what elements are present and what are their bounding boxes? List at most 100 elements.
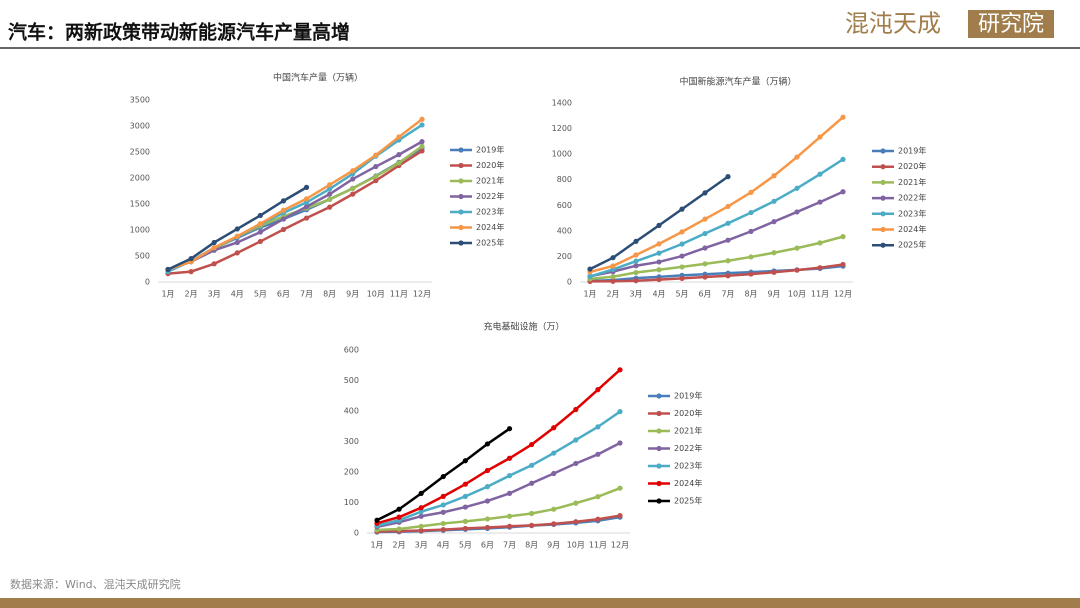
point: [794, 267, 800, 273]
legend-marker: [656, 428, 662, 434]
point: [656, 276, 662, 283]
point: [610, 278, 616, 284]
series-line: [376, 368, 621, 525]
point: [551, 506, 557, 512]
point: [211, 245, 217, 251]
y-tick-label: 1500: [130, 200, 150, 209]
point: [633, 278, 639, 284]
y-tick-label: 200: [344, 468, 359, 477]
point: [350, 168, 356, 174]
series-line: [376, 410, 621, 527]
legend-label: 2020年: [476, 160, 504, 170]
point: [327, 186, 333, 192]
point: [771, 173, 777, 179]
y-tick-label: 1000: [552, 150, 572, 159]
legend-marker: [880, 211, 886, 217]
x-tick-label: 1月: [370, 541, 383, 550]
series-line: [167, 140, 423, 271]
legend-marker: [656, 393, 662, 399]
legend-marker: [458, 162, 464, 169]
x-tick-label: 9月: [767, 290, 780, 299]
x-tick-label: 2月: [393, 541, 406, 550]
point: [725, 273, 731, 279]
slide-title: 汽车：两新政策带动新能源汽车产量高增: [8, 21, 350, 44]
point: [551, 425, 557, 431]
logo-box: [968, 10, 1054, 38]
point: [188, 256, 194, 262]
point: [373, 163, 379, 170]
point: [573, 406, 579, 413]
point: [817, 199, 823, 205]
legend-marker: [880, 148, 886, 154]
point: [374, 517, 380, 523]
point: [679, 253, 685, 259]
point: [327, 196, 333, 202]
y-tick-label: 2500: [130, 148, 150, 157]
point: [595, 387, 601, 393]
point: [529, 510, 535, 517]
point: [234, 226, 240, 232]
legend-marker: [880, 179, 886, 185]
point: [462, 458, 468, 464]
point: [587, 273, 593, 280]
point: [484, 516, 491, 522]
point: [418, 505, 424, 511]
point: [679, 275, 685, 282]
legend-marker: [458, 178, 464, 184]
point: [529, 480, 535, 486]
point: [506, 473, 513, 479]
logo-text: 混沌天成: [845, 10, 941, 38]
point: [817, 265, 823, 271]
point: [794, 209, 800, 215]
legend-label: 2021年: [674, 426, 702, 436]
legend-label: 2022年: [476, 191, 504, 201]
x-tick-label: 7月: [721, 290, 734, 299]
series-line: [589, 158, 844, 278]
point: [440, 502, 446, 508]
point: [257, 238, 263, 245]
x-tick-label: 7月: [300, 290, 313, 299]
legend-label: 2021年: [476, 176, 504, 186]
point: [840, 189, 846, 195]
point: [633, 263, 639, 269]
point: [419, 143, 425, 149]
point: [418, 490, 424, 496]
x-tick-label: 3月: [629, 290, 642, 299]
y-tick-label: 800: [557, 175, 572, 184]
series-line: [589, 190, 844, 278]
point: [725, 203, 731, 210]
y-tick-label: 400: [344, 407, 359, 416]
legend-marker: [656, 463, 662, 469]
chart-title: 中国新能源汽车产量（万辆）: [679, 76, 796, 88]
point: [257, 229, 263, 235]
legend-label: 2019年: [476, 145, 504, 155]
point: [702, 190, 708, 196]
point: [633, 252, 639, 258]
point: [484, 441, 491, 447]
point: [771, 198, 777, 204]
point: [303, 204, 310, 210]
point: [551, 450, 557, 456]
point: [595, 424, 601, 430]
point: [327, 204, 333, 210]
y-tick-label: 500: [135, 252, 150, 261]
legend-marker: [880, 226, 886, 233]
point: [327, 182, 333, 188]
x-tick-label: 2月: [606, 290, 619, 299]
y-tick-label: 1200: [552, 124, 572, 133]
point: [440, 520, 446, 527]
legend-marker: [458, 193, 464, 200]
point: [506, 523, 513, 529]
point: [211, 239, 217, 246]
legend-marker: [656, 445, 662, 452]
point: [633, 269, 639, 276]
legend-marker: [656, 498, 662, 504]
series-line: [589, 263, 844, 283]
point: [211, 261, 217, 267]
legend-marker: [458, 209, 464, 215]
y-tick-label: 400: [557, 226, 572, 235]
y-tick-label: 300: [344, 437, 359, 446]
x-tick-label: 4月: [437, 541, 450, 550]
y-tick-label: 0: [567, 278, 572, 287]
